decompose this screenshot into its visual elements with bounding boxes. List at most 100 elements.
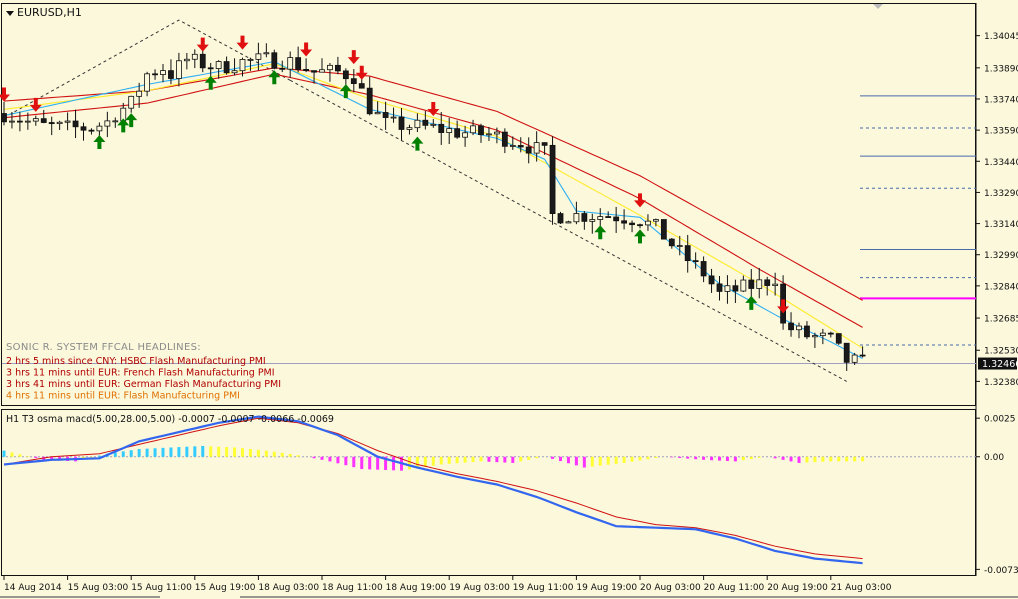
- candle-body: [851, 354, 858, 363]
- candle: [72, 109, 79, 139]
- candle-body: [740, 279, 747, 292]
- candle-body: [406, 127, 413, 130]
- candle-body: [88, 129, 95, 132]
- candle: [756, 267, 763, 299]
- candle-body: [112, 120, 119, 123]
- indicator-title: H1 T3 osma macd(5.00,28.00,5.00) -0.0007…: [6, 414, 334, 425]
- arrow-down-icon: [0, 87, 10, 102]
- candle: [327, 62, 333, 82]
- candle-body: [96, 125, 103, 132]
- time-tick-label: 14 Aug 2014: [4, 583, 62, 593]
- candle: [819, 328, 826, 345]
- headlines-title: SONIC R. SYSTEM FFCAL HEADLINES:: [6, 342, 201, 353]
- candle: [398, 107, 405, 141]
- collapse-triangle-icon[interactable]: [6, 11, 14, 16]
- candle-body: [843, 342, 850, 363]
- candle: [32, 115, 39, 126]
- price-tick-label: 1.33890: [984, 64, 1018, 74]
- candle-body: [207, 67, 214, 70]
- candle: [255, 42, 262, 71]
- candle-body: [414, 119, 421, 129]
- candle: [637, 223, 643, 229]
- candle: [64, 112, 71, 131]
- candle: [549, 136, 556, 225]
- candle-body: [676, 245, 683, 248]
- arrow-down-icon: [634, 193, 646, 208]
- candle: [104, 111, 111, 138]
- candle: [796, 322, 802, 339]
- candle: [366, 76, 373, 116]
- candle: [493, 127, 500, 144]
- candle: [191, 49, 198, 69]
- time-axis[interactable]: 14 Aug 2014 15 Aug 03:00 15 Aug 11:00 15 Au…: [3, 576, 892, 593]
- candle-body: [382, 112, 389, 118]
- candle: [215, 60, 222, 79]
- arrow-up-icon: [745, 295, 758, 310]
- candle-body: [756, 279, 763, 289]
- candle-body: [645, 220, 651, 226]
- candle: [334, 56, 341, 75]
- time-tick-label: 15 Aug 19:00: [195, 583, 256, 593]
- candle-body: [549, 144, 556, 214]
- current-price-value: 1.32466: [982, 359, 1018, 370]
- headline-item: 4 hrs 11 mins until EUR: Flash Manufactu…: [6, 391, 240, 402]
- price-tick-label: 1.32380: [984, 378, 1018, 388]
- candle: [764, 276, 771, 296]
- candle: [740, 275, 747, 293]
- candle: [581, 211, 588, 230]
- candle: [557, 211, 564, 224]
- candle-body: [796, 325, 802, 331]
- candle-body: [295, 57, 302, 70]
- candle: [287, 51, 294, 78]
- candle-body: [708, 275, 715, 285]
- candle-body: [199, 53, 206, 69]
- arrow-up-icon: [125, 113, 138, 128]
- arrow-down-icon: [300, 42, 313, 57]
- candle-body: [454, 128, 461, 138]
- arrow-down-icon: [236, 35, 249, 50]
- candle: [589, 213, 596, 234]
- candle-body: [493, 131, 500, 135]
- candle: [653, 218, 659, 227]
- price-tick-label: 1.33140: [984, 220, 1018, 230]
- candle: [112, 117, 119, 128]
- price-axis[interactable]: 1.34045 1.33890 1.33740 1.33590 1.33440 1.332…: [976, 32, 1018, 388]
- candle: [446, 117, 453, 145]
- arrow-down-icon: [777, 299, 790, 314]
- candle: [851, 352, 858, 365]
- candle-body: [525, 146, 532, 154]
- candle: [175, 52, 182, 87]
- candle-body: [366, 87, 373, 115]
- candle: [48, 116, 55, 136]
- macd-lines: [3, 415, 863, 565]
- candle-body: [732, 285, 739, 292]
- candle: [645, 214, 651, 231]
- price-tick-label: 1.33590: [984, 127, 1018, 137]
- candle-body: [621, 220, 627, 224]
- candle: [732, 279, 739, 303]
- candle: [835, 333, 842, 345]
- scroll-marker-icon[interactable]: [873, 4, 883, 9]
- candle-body: [470, 125, 476, 134]
- time-tick-label: 19 Aug 11:00: [513, 583, 574, 593]
- candle: [271, 49, 278, 70]
- candle: [438, 112, 445, 145]
- candle: [565, 220, 572, 224]
- candle-body: [144, 73, 151, 92]
- candle: [724, 275, 731, 304]
- candle-body: [613, 216, 620, 222]
- price-tick-label: 1.32530: [984, 347, 1018, 357]
- candle: [605, 211, 612, 218]
- indicator-tick-label: 0.00: [984, 453, 1004, 463]
- indicator-axis[interactable]: 0.0025 0.00 -0.0073: [976, 415, 1018, 576]
- candle-body: [1, 113, 7, 123]
- candle-body: [327, 64, 333, 71]
- candle: [788, 312, 794, 337]
- time-tick-label: 15 Aug 11:00: [131, 583, 192, 593]
- candle: [517, 137, 524, 153]
- candle: [1, 102, 7, 126]
- arrow-down-icon: [347, 50, 360, 65]
- indicator-tick-label: 0.0025: [984, 415, 1016, 425]
- candle-body: [9, 120, 15, 123]
